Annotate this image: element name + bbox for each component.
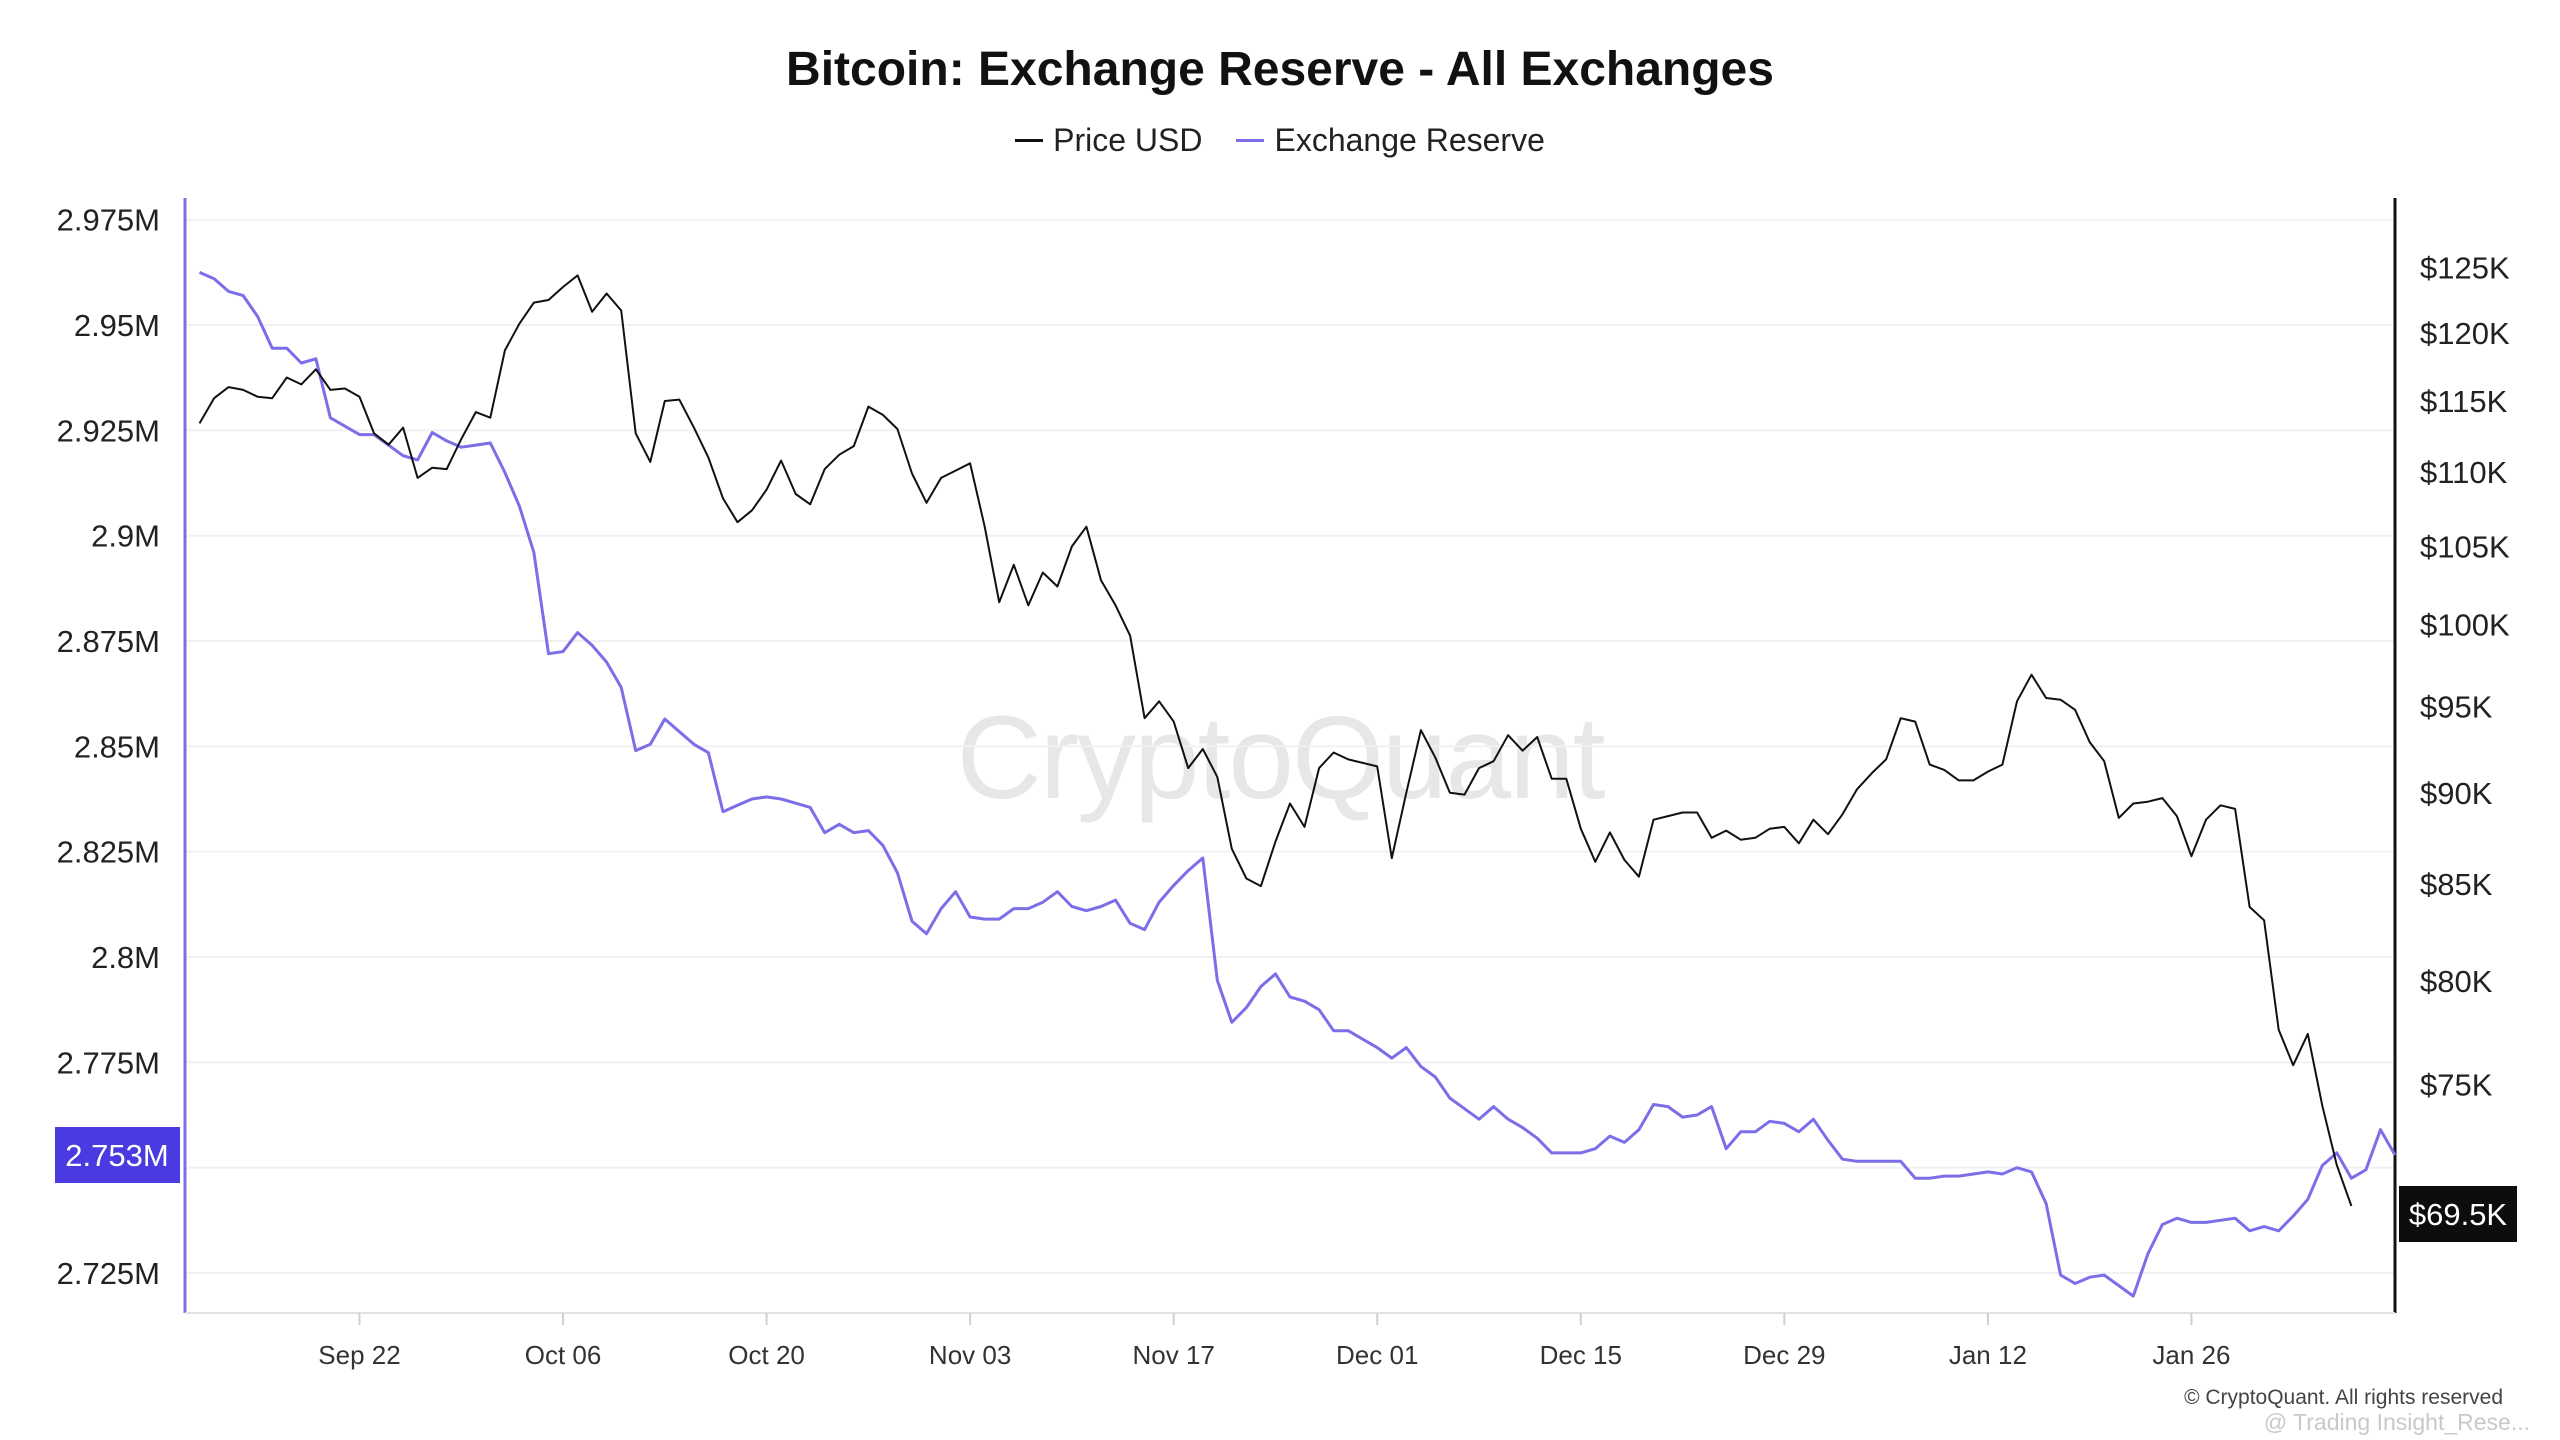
left-current-value-badge xyxy=(55,1127,180,1184)
x-tick-label: Sep 22 xyxy=(318,1340,400,1370)
right-current-value-label: $69.5K xyxy=(2409,1197,2508,1232)
legend-item-price[interactable]: Price USD xyxy=(1015,122,1202,159)
right-tick-label: $105K xyxy=(2420,529,2510,564)
left-current-value-label: 2.753M xyxy=(65,1138,168,1173)
x-tick-label: Dec 01 xyxy=(1336,1340,1418,1370)
x-tick-label: Jan 12 xyxy=(1949,1340,2027,1370)
right-current-value-badge xyxy=(2399,1185,2517,1242)
left-tick-label: 2.925M xyxy=(57,413,160,448)
x-axis: Sep 22 Oct 06 Oct 20 Nov 03 Nov 17 Dec 01 Dec … xyxy=(185,1312,2395,1370)
copyright-text: © CryptoQuant. All rights reserved xyxy=(2184,1386,2503,1409)
x-tick-label: Oct 06 xyxy=(525,1340,602,1370)
right-axis: $125K $120K $115K $110K $105K $100K $95K $90K $8… xyxy=(2393,198,2510,1313)
legend-label-price: Price USD xyxy=(1053,122,1203,158)
right-tick-label: $90K xyxy=(2420,776,2493,811)
right-tick-label: $125K xyxy=(2420,251,2510,286)
chart-title: Bitcoin: Exchange Reserve - All Exchange… xyxy=(786,43,1774,96)
right-tick-label: $85K xyxy=(2420,867,2493,902)
credit-text: @ Trading Insight_Rese... xyxy=(2263,1409,2530,1435)
left-tick-label: 2.9M xyxy=(91,519,160,554)
series-line-exchange-reserve xyxy=(198,271,2397,1298)
x-tick-label: Dec 15 xyxy=(1540,1340,1622,1370)
left-tick-label: 2.725M xyxy=(57,1256,160,1291)
left-axis: 2.975M 2.95M 2.925M 2.9M 2.875M 2.85M 2.825M 2.… xyxy=(57,198,187,1313)
series-line-price xyxy=(198,274,2353,1207)
right-tick-label: $120K xyxy=(2420,316,2510,351)
right-tick-label: $95K xyxy=(2420,689,2493,724)
legend: Price USD Exchange Reserve xyxy=(0,122,2560,159)
right-tick-label: $110K xyxy=(2420,455,2508,490)
x-tick-label: Jan 26 xyxy=(2152,1340,2230,1370)
left-tick-label: 2.85M xyxy=(74,729,160,764)
legend-item-reserve[interactable]: Exchange Reserve xyxy=(1236,122,1545,159)
left-tick-label: 2.875M xyxy=(57,624,160,659)
grid-lines xyxy=(185,218,2395,1274)
series-lines xyxy=(198,271,2397,1298)
left-tick-label: 2.775M xyxy=(57,1045,160,1080)
current-value-markers: 2.753M $69.5K xyxy=(55,1127,2517,1242)
right-tick-label: $75K xyxy=(2420,1067,2493,1102)
x-tick-label: Nov 03 xyxy=(929,1340,1011,1370)
right-tick-label: $115K xyxy=(2420,384,2508,419)
x-tick-label: Dec 29 xyxy=(1743,1340,1825,1370)
left-tick-label: 2.95M xyxy=(74,308,160,343)
x-tick-label: Nov 17 xyxy=(1132,1340,1214,1370)
right-tick-label: $100K xyxy=(2420,607,2510,642)
legend-swatch-reserve xyxy=(1236,139,1265,142)
legend-swatch-price xyxy=(1015,139,1044,142)
right-tick-label: $80K xyxy=(2420,964,2493,999)
left-tick-label: 2.825M xyxy=(57,835,160,870)
legend-label-reserve: Exchange Reserve xyxy=(1274,122,1545,158)
left-tick-label: 2.975M xyxy=(57,203,160,238)
x-tick-label: Oct 20 xyxy=(728,1340,805,1370)
left-tick-label: 2.8M xyxy=(91,940,160,975)
